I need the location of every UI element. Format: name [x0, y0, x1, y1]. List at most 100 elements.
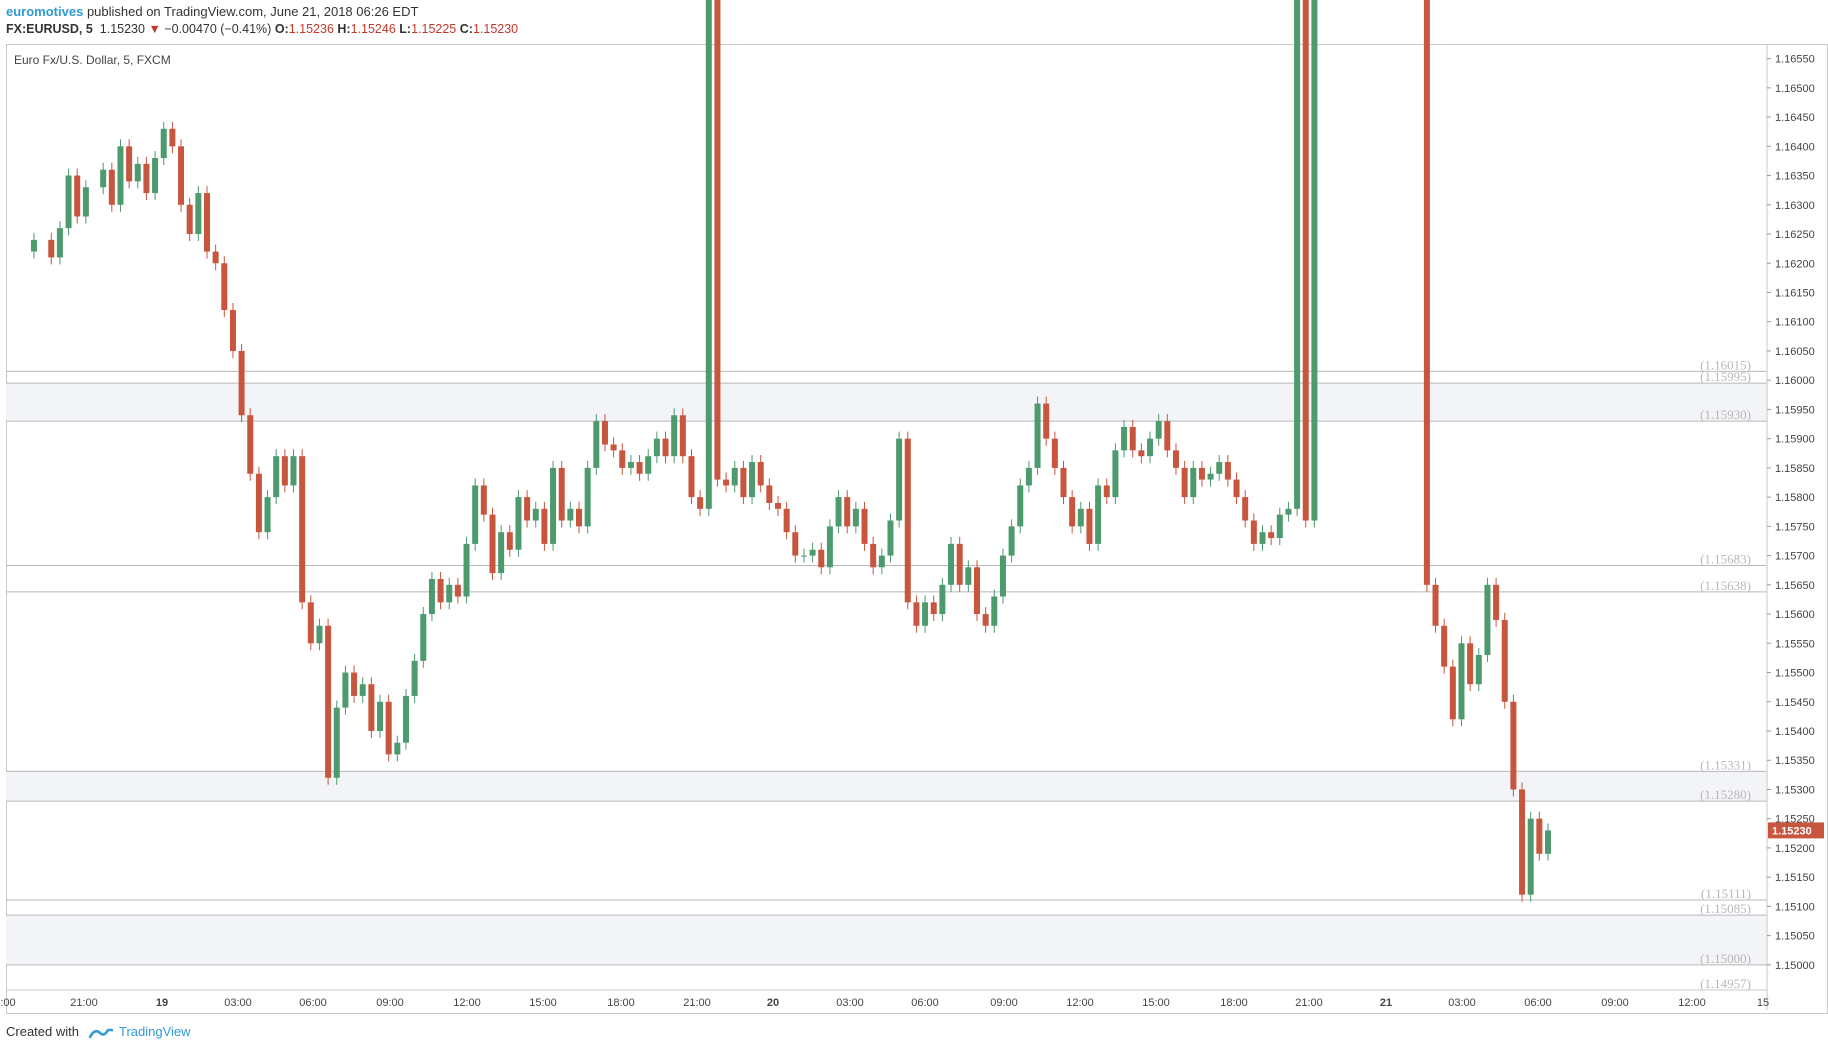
level-label-4: (1.15638): [1700, 578, 1751, 593]
open-label: O:: [274, 22, 289, 36]
candle-body-89: [809, 549, 816, 556]
level-label-7: (1.15111): [1701, 886, 1751, 901]
candle-body-21: [221, 263, 228, 311]
candle-body-122: [1095, 485, 1102, 544]
candle-body-49: [463, 543, 470, 597]
candle-body-85: [775, 502, 781, 509]
y-tick-label-11: 1.16000: [1775, 375, 1815, 387]
created-with-text: Created with: [6, 1024, 79, 1039]
candle-body-112: [1008, 526, 1015, 556]
candle-body-87: [792, 532, 799, 556]
candle-body-33: [325, 625, 332, 778]
candle-body-141: [1259, 532, 1266, 544]
y-tick-label-15: 1.15800: [1775, 492, 1815, 504]
current-price-tag: [1768, 822, 1824, 839]
chart-header: euromotives published on TradingView.com…: [0, 0, 1828, 44]
candle-body-123: [1103, 485, 1110, 498]
candle-body-128: [1147, 438, 1154, 457]
level-label-1: (1.15995): [1700, 369, 1751, 384]
candle-body-55: [515, 497, 522, 550]
level-label-5: (1.15331): [1700, 757, 1751, 772]
y-tick-label-31: 1.15000: [1775, 960, 1815, 972]
y-tick-label-16: 1.15750: [1775, 521, 1815, 533]
x-tick-label-12: 06:00: [911, 997, 939, 1009]
candle-body-142: [1268, 532, 1275, 539]
candle-body-165: [1467, 643, 1474, 685]
candle-body-77: [705, 0, 712, 509]
close-value: 1.15230: [472, 22, 519, 36]
candle-body-70: [645, 456, 652, 474]
candle-body-17: [186, 204, 193, 235]
y-tick-label-17: 1.15700: [1775, 551, 1815, 563]
candle-body-132: [1181, 467, 1188, 498]
candle-body-134: [1198, 467, 1205, 480]
candle-body-97: [878, 555, 885, 568]
candle-body-81: [740, 467, 747, 498]
open-value: 1.15236: [288, 22, 334, 36]
candle-body-72: [662, 438, 669, 457]
candle-body-66: [610, 444, 617, 451]
x-tick-label-0: :00: [0, 997, 15, 1009]
x-tick-label-1: 21:00: [70, 997, 98, 1009]
candle-body-105: [948, 543, 955, 585]
current-price-label: 1.15230: [1772, 825, 1812, 837]
support-resistance-zone-0: [6, 383, 1767, 422]
last-price: 1.15230: [99, 22, 145, 36]
candle-body-56: [524, 497, 531, 521]
candle-body-47: [446, 584, 453, 603]
candle-body-111: [999, 555, 1006, 597]
candle-body-172: [1527, 818, 1534, 895]
y-tick-label-3: 1.16400: [1775, 141, 1815, 153]
candle-body-88: [800, 555, 807, 557]
candle-body-94: [852, 508, 859, 527]
x-tick-label-20: 06:00: [1524, 997, 1552, 1009]
level-label-6: (1.15280): [1700, 787, 1751, 802]
symbol-label: FX:EURUSD, 5: [6, 22, 93, 36]
candle-body-107: [965, 567, 972, 585]
candle-body-92: [835, 497, 842, 527]
candle-body-86: [783, 508, 790, 533]
candle-body-129: [1155, 421, 1162, 439]
candle-body-38: [368, 684, 375, 731]
candle-body-25: [255, 473, 262, 533]
candle-body-10: [126, 146, 133, 182]
candle-body-127: [1138, 450, 1145, 457]
candle-body-140: [1250, 520, 1257, 544]
candle-body-42: [402, 695, 409, 743]
candle-body-106: [956, 543, 963, 585]
y-tick-label-10: 1.16050: [1775, 346, 1815, 358]
candle-body-162: [1441, 625, 1448, 667]
y-tick-label-27: 1.15200: [1775, 843, 1815, 855]
candle-body-32: [316, 625, 323, 644]
candle-body-126: [1129, 426, 1136, 451]
y-tick-label-9: 1.16100: [1775, 317, 1815, 329]
candle-body-73: [671, 415, 678, 457]
candle-body-59: [550, 467, 557, 544]
candle-body-13: [152, 158, 159, 194]
candle-body-103: [930, 602, 937, 615]
x-tick-label-18: 21: [1380, 997, 1392, 1009]
candle-body-9: [117, 146, 124, 205]
candle-body-174: [1545, 830, 1551, 854]
candle-body-90: [818, 549, 825, 568]
x-tick-label-14: 12:00: [1066, 997, 1094, 1009]
x-tick-label-5: 09:00: [376, 997, 404, 1009]
candle-body-16: [178, 146, 185, 205]
candle-body-125: [1121, 426, 1128, 451]
candle-body-39: [377, 701, 384, 731]
x-tick-label-8: 18:00: [607, 997, 635, 1009]
candle-body-161: [1432, 584, 1439, 626]
candle-body-51: [480, 485, 487, 515]
candle-body-116: [1043, 403, 1050, 439]
y-tick-label-23: 1.15400: [1775, 726, 1815, 738]
candle-body-119: [1069, 497, 1076, 527]
candle-body-1: [30, 239, 37, 252]
chart-title: Euro Fx/U.S. Dollar, 5, FXCM: [14, 53, 171, 67]
tradingview-link[interactable]: TradingView: [119, 1024, 191, 1039]
candle-body-131: [1172, 450, 1179, 468]
candle-body-57: [532, 508, 539, 521]
author-link[interactable]: euromotives: [6, 4, 84, 19]
tradingview-logo-icon: [88, 1028, 113, 1038]
candle-body-36: [351, 672, 358, 696]
